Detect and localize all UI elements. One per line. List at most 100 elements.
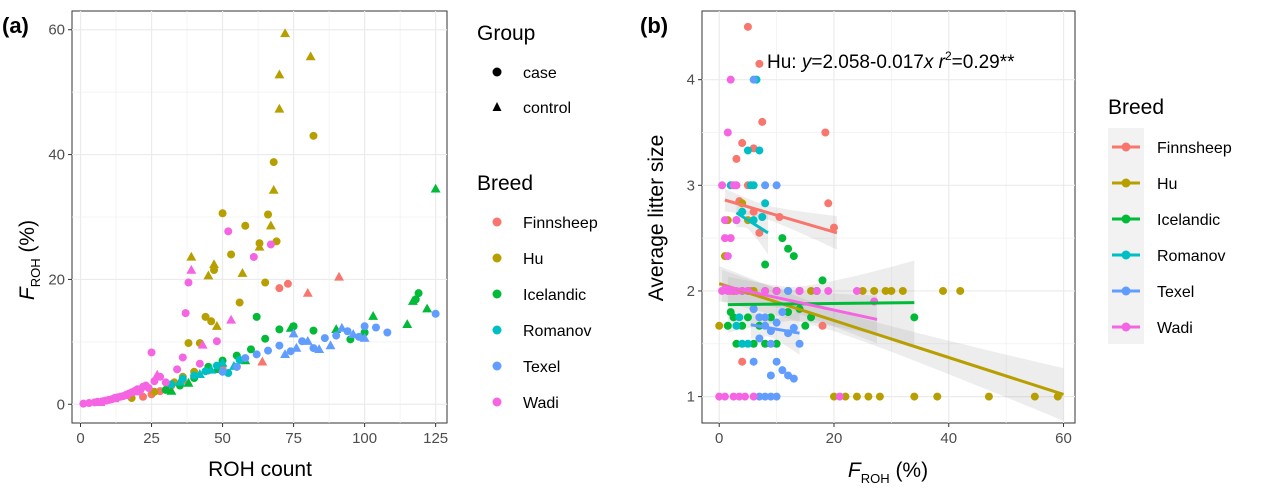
- point-texel: [772, 181, 781, 190]
- point-icelandic: [761, 260, 770, 269]
- point-icelandic-control: [402, 319, 413, 329]
- point-hu-control: [280, 28, 291, 38]
- point-finnsheep: [824, 199, 833, 208]
- point-icelandic: [910, 313, 919, 322]
- point-finnsheep: [738, 357, 747, 366]
- point-icelandic-control: [422, 303, 433, 313]
- point-hu: [829, 392, 838, 401]
- point-wadi-control: [152, 369, 163, 379]
- point-wadi-control: [132, 386, 143, 396]
- point-hu: [858, 286, 867, 295]
- legend-b-swatch-texel: [1121, 286, 1131, 296]
- point-icelandic-control: [407, 296, 418, 305]
- legend-b-label-wadi: Wadi: [1157, 320, 1193, 337]
- point-finnsheep: [755, 59, 764, 68]
- point-wadi-case: [144, 384, 153, 393]
- panel-b-grid: [702, 11, 1075, 423]
- point-wadi: [723, 252, 732, 261]
- legend-b-label-icelandic: Icelandic: [1157, 212, 1220, 229]
- panel-b-y-tick-label: 4: [687, 72, 695, 89]
- panel-a-y-tick-label: 0: [57, 396, 65, 413]
- panel-a-x-ticks: 0 25 50 75 100 125: [76, 423, 448, 447]
- panel-b-y-tick-label: 1: [687, 389, 695, 406]
- point-icelandic-case: [275, 325, 284, 334]
- annotation-r-value: =0.29**: [952, 52, 1015, 73]
- point-icelandic: [818, 276, 827, 285]
- point-hu-control: [211, 321, 222, 330]
- point-icelandic-case: [252, 312, 261, 321]
- point-texel: [755, 392, 764, 401]
- panel-b-y-ticks: 1 2 3 4: [687, 72, 702, 406]
- point-texel-case: [264, 346, 273, 355]
- panel-a-y-tick-label: 20: [48, 271, 65, 288]
- point-texel-case: [360, 322, 369, 331]
- point-icelandic-case: [309, 326, 318, 335]
- point-wadi: [718, 181, 727, 190]
- point-icelandic-control: [430, 183, 441, 193]
- legend-a-swatch-romanov: [492, 325, 502, 335]
- point-texel: [784, 286, 793, 295]
- point-hu-control: [268, 184, 279, 194]
- point-finnsheep: [818, 321, 827, 330]
- legend-b-swatch-finnsheep: [1121, 142, 1131, 152]
- point-hu-case: [201, 312, 210, 321]
- point-texel-case: [275, 341, 284, 350]
- point-romanov: [732, 321, 741, 330]
- legend-case-marker: [492, 67, 502, 77]
- point-texel: [755, 313, 764, 322]
- point-hu-case: [309, 131, 318, 140]
- point-hu-control: [305, 51, 316, 61]
- point-romanov: [758, 213, 767, 221]
- point-hu: [984, 392, 993, 401]
- point-icelandic: [778, 234, 787, 243]
- panel-a-y-axis-unit: (%): [16, 220, 39, 259]
- point-wadi: [812, 286, 821, 295]
- legend-b-label-finnsheep: Finnsheep: [1157, 140, 1232, 157]
- panel-a-points: [79, 28, 441, 408]
- legend-a-swatch-texel: [492, 361, 502, 371]
- point-hu: [956, 286, 965, 295]
- panel-b-x-tick-label: 60: [1055, 430, 1072, 447]
- point-icelandic: [789, 252, 798, 261]
- point-wadi-case: [147, 348, 156, 357]
- point-wadi: [735, 392, 744, 401]
- point-texel-case: [232, 362, 241, 371]
- point-wadi: [726, 75, 735, 84]
- point-hu: [887, 286, 896, 295]
- point-texel-control: [325, 340, 336, 350]
- point-wadi: [723, 286, 732, 295]
- point-icelandic-case: [246, 345, 255, 354]
- point-finnsheep: [758, 117, 767, 126]
- legend-b-swatch-wadi: [1121, 322, 1131, 332]
- panel-b-x-axis-unit: (%): [890, 459, 929, 482]
- point-hu-case: [235, 298, 244, 307]
- point-wadi: [835, 392, 844, 401]
- point-wadi: [718, 286, 727, 295]
- hu-regression-annotation: Hu: y=2.058-0.017x r2=0.29**: [767, 49, 1015, 73]
- point-wadi-control: [121, 390, 131, 400]
- legend-a-label-hu: Hu: [523, 251, 543, 268]
- legend-a-swatch-finnsheep: [492, 217, 502, 227]
- fit-line-icelandic: [727, 301, 915, 307]
- point-texel-control: [348, 329, 359, 338]
- point-texel-control: [288, 328, 299, 338]
- point-finnsheep-case: [283, 279, 292, 288]
- point-wadi-control: [186, 264, 197, 274]
- fit-line-texel: [750, 323, 800, 335]
- point-texel: [761, 181, 770, 190]
- point-finnsheep: [821, 128, 830, 137]
- point-texel: [749, 304, 758, 313]
- point-wadi: [824, 286, 833, 295]
- panel-a-x-tick-label: 25: [143, 430, 160, 447]
- legend-control-label: control: [523, 100, 571, 117]
- point-wadi-case: [195, 359, 204, 368]
- point-finnsheep-case: [275, 284, 284, 293]
- point-hu: [933, 392, 942, 401]
- point-hu-control: [186, 251, 197, 261]
- point-icelandic-case: [414, 289, 423, 298]
- point-wadi: [795, 286, 804, 295]
- point-hu-case: [227, 250, 236, 259]
- point-hu: [910, 392, 919, 401]
- legend-b-label-hu: Hu: [1157, 176, 1177, 193]
